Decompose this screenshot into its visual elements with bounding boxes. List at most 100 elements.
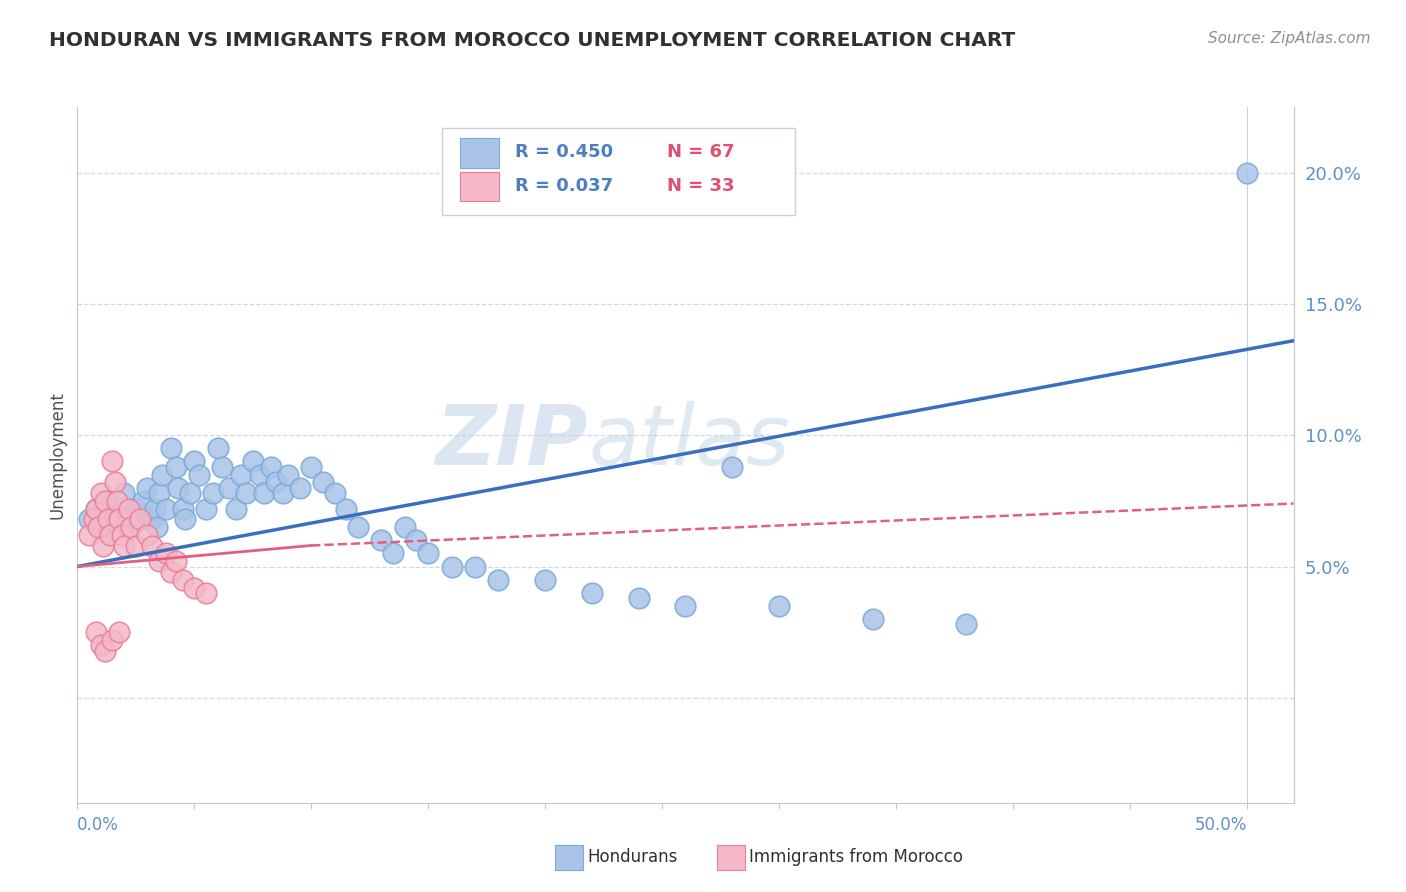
Point (394, 520, 416, 534)
Point (132, 494, 155, 508)
Point (179, 486, 201, 500)
Point (440, 559, 463, 574)
Point (627, 591, 650, 605)
Point (194, 586, 217, 600)
Point (1236, 166, 1258, 180)
Point (581, 586, 603, 600)
Point (264, 475, 287, 490)
Text: Immigrants from Morocco: Immigrants from Morocco (749, 848, 963, 866)
Point (249, 467, 271, 482)
Point (77, 528, 100, 542)
Point (91, 539, 114, 553)
Point (405, 533, 427, 548)
Text: Source: ZipAtlas.com: Source: ZipAtlas.com (1208, 31, 1371, 46)
Point (143, 501, 166, 516)
Point (271, 486, 294, 500)
Text: HONDURAN VS IMMIGRANTS FROM MOROCCO UNEMPLOYMENT CORRELATION CHART: HONDURAN VS IMMIGRANTS FROM MOROCCO UNEM… (49, 31, 1015, 50)
Point (136, 528, 159, 542)
Point (160, 442, 183, 456)
Text: ZIP: ZIP (436, 401, 588, 482)
Point (125, 501, 148, 516)
Point (112, 486, 135, 500)
Point (148, 554, 170, 568)
Point (83, 512, 105, 526)
Point (111, 528, 134, 542)
Point (146, 520, 169, 534)
Point (105, 494, 128, 508)
Point (242, 454, 264, 468)
Point (160, 565, 183, 579)
Point (97, 512, 120, 526)
Point (235, 486, 257, 500)
Point (141, 512, 163, 526)
Point (108, 520, 131, 534)
Point (225, 501, 247, 516)
Point (118, 501, 141, 516)
Point (129, 512, 152, 526)
Point (253, 486, 276, 500)
Point (155, 546, 177, 560)
Point (260, 459, 283, 474)
Point (675, 599, 697, 613)
Point (150, 467, 173, 482)
Point (277, 467, 299, 482)
Point (84, 501, 107, 516)
Point (120, 520, 142, 534)
Point (101, 512, 124, 526)
Point (218, 481, 240, 495)
Point (155, 501, 177, 516)
Text: R = 0.450: R = 0.450 (515, 144, 613, 161)
Point (862, 612, 884, 626)
Point (90, 486, 112, 500)
Point (370, 533, 392, 548)
Point (207, 442, 229, 456)
Point (312, 475, 335, 490)
Text: atlas: atlas (588, 401, 790, 482)
Point (188, 467, 211, 482)
Point (120, 520, 142, 534)
Point (104, 501, 127, 516)
Bar (460, 138, 499, 168)
Point (183, 581, 205, 595)
Point (174, 512, 197, 526)
Y-axis label: Unemployment: Unemployment (48, 391, 66, 519)
Point (141, 539, 163, 553)
Point (201, 486, 224, 500)
Text: N = 67: N = 67 (668, 144, 735, 161)
Point (335, 501, 357, 516)
Point (165, 554, 187, 568)
Point (125, 539, 148, 553)
Point (97, 494, 120, 508)
Point (299, 459, 322, 474)
Point (211, 459, 233, 474)
Point (108, 512, 131, 526)
Point (768, 599, 790, 613)
Point (347, 520, 370, 534)
Point (84, 625, 107, 640)
FancyBboxPatch shape (443, 128, 794, 215)
Point (172, 573, 194, 587)
Point (486, 573, 509, 587)
Point (148, 486, 170, 500)
Text: 50.0%: 50.0% (1194, 816, 1247, 834)
Point (94, 643, 117, 657)
Point (721, 459, 744, 474)
Point (87, 520, 110, 534)
Point (84, 501, 107, 516)
Point (534, 573, 557, 587)
Point (104, 475, 127, 490)
Point (101, 454, 124, 468)
Point (418, 546, 440, 560)
Point (94, 507, 117, 521)
Text: 0.0%: 0.0% (77, 816, 120, 834)
Point (194, 501, 217, 516)
Text: N = 33: N = 33 (668, 177, 735, 194)
Point (288, 481, 311, 495)
Point (323, 486, 346, 500)
Point (136, 481, 159, 495)
Point (172, 501, 194, 516)
Text: Hondurans: Hondurans (588, 848, 678, 866)
Point (165, 459, 187, 474)
Point (101, 633, 124, 648)
Point (90, 520, 112, 534)
